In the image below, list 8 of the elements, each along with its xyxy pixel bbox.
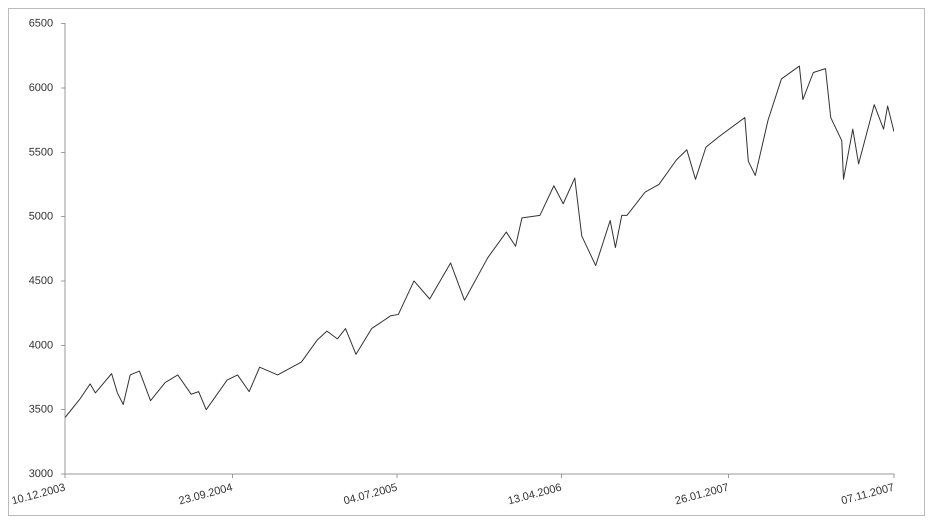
- y-tick-label: 6500: [28, 18, 54, 30]
- y-tick-label: 6000: [28, 82, 54, 94]
- y-tick-label: 5500: [28, 146, 54, 158]
- y-tick-label: 4500: [28, 275, 54, 288]
- y-tick-label: 3500: [28, 404, 54, 416]
- y-tick-label: 5000: [28, 210, 54, 223]
- y-tick-label: 3000: [28, 468, 54, 480]
- y-tick-label: 4000: [28, 339, 54, 352]
